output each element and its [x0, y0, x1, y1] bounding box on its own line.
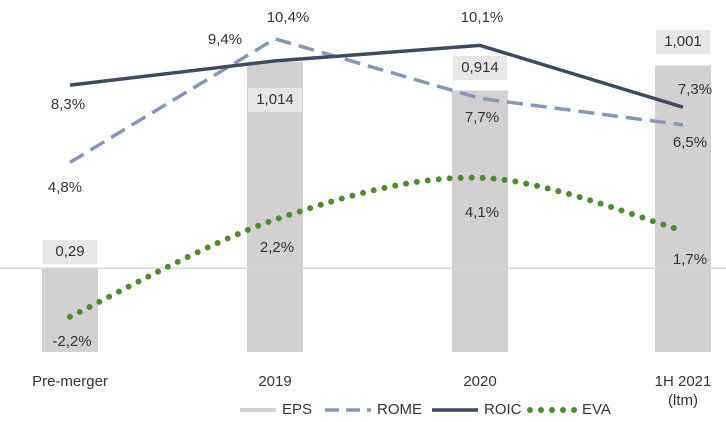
legend-label: EPS: [282, 401, 312, 418]
roic-line: [69, 43, 684, 109]
value-label: 1,014: [256, 91, 294, 108]
value-label: 10,4%: [267, 9, 310, 26]
value-label: 1,001: [664, 33, 702, 50]
value-label: 7,3%: [678, 81, 712, 98]
labels: 0,29 1,014 0,914 1,001 4,8% 10,4% 7,7% 6,5% 8,3%…: [43, 9, 712, 350]
value-label: 0,29: [55, 243, 84, 260]
value-label: 9,4%: [208, 31, 242, 48]
eva-line: [67, 174, 686, 320]
label-box: [43, 240, 97, 264]
label-box: [248, 88, 302, 112]
lines: [67, 36, 686, 320]
label-box: [656, 30, 710, 54]
eps-bar: [42, 268, 98, 352]
legend-label: ROME: [377, 401, 422, 418]
legend: EPS ROME ROIC EVA: [240, 401, 611, 418]
value-label: 2,2%: [260, 239, 294, 256]
value-label: 8,3%: [51, 96, 85, 113]
x-tick-label: Pre-merger: [32, 373, 108, 390]
value-label: 4,1%: [465, 204, 499, 221]
x-tick-label: 1H 2021 (ltm): [654, 373, 712, 409]
eps-bar: [452, 90, 508, 353]
x-tick-label: 2020: [463, 373, 497, 390]
label-box: [453, 56, 507, 80]
value-label: -2,2%: [52, 333, 91, 350]
value-label: 1,7%: [673, 251, 707, 268]
value-label: 6,5%: [673, 134, 707, 151]
x-tick-label: 2019: [258, 373, 292, 390]
value-label: 10,1%: [461, 9, 504, 26]
legend-label: EVA: [582, 401, 611, 418]
eps-bar: [655, 65, 711, 353]
value-label: 0,914: [461, 59, 499, 76]
rome-line: [69, 36, 684, 164]
value-label: 4,8%: [48, 179, 82, 196]
value-label: 7,7%: [465, 109, 499, 126]
legend-label: ROIC: [484, 401, 522, 418]
